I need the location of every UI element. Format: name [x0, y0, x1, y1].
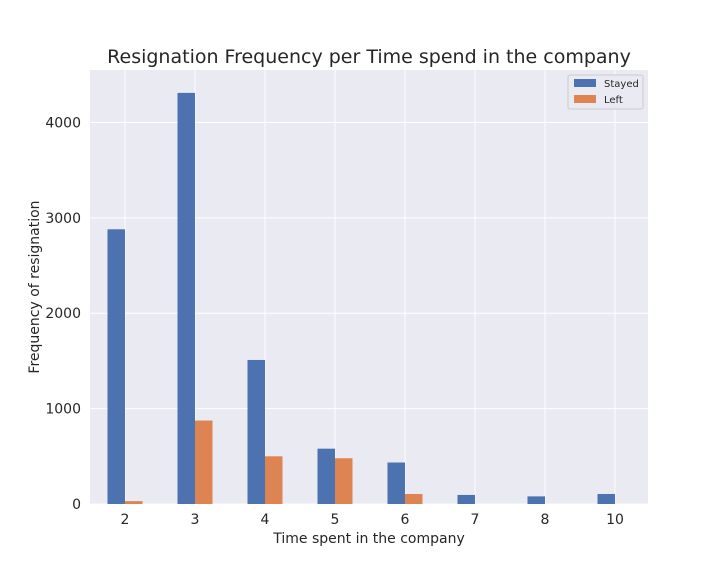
- bar-stayed-3: [177, 92, 195, 505]
- x-tick-label: 7: [471, 512, 480, 528]
- bar-stayed-6: [387, 462, 405, 504]
- plot-area: [90, 70, 648, 504]
- legend-label-stayed: Stayed: [604, 79, 639, 90]
- x-tick-label: 8: [541, 512, 550, 528]
- y-tick-label: 2000: [45, 306, 81, 322]
- legend-swatch-stayed: [574, 79, 596, 87]
- x-tick-label: 4: [261, 512, 270, 528]
- bar-stayed-7: [457, 494, 475, 504]
- x-tick-label: 6: [401, 512, 410, 528]
- x-axis-label: Time spent in the company: [272, 531, 464, 547]
- bar-left-2: [125, 501, 143, 504]
- x-tick-label: 5: [331, 512, 340, 528]
- x-tick-labels: 2 3 4 5 6 7 8 10: [121, 512, 624, 528]
- bar-left-6: [405, 493, 423, 504]
- x-tick-label: 3: [191, 512, 200, 528]
- y-tick-label: 0: [72, 497, 81, 513]
- y-tick-label: 4000: [45, 115, 81, 131]
- bar-left-3: [195, 420, 213, 504]
- y-tick-labels: 0 1000 2000 3000 4000: [45, 115, 81, 513]
- y-axis-label: Frequency of resignation: [27, 200, 43, 373]
- x-tick-label: 10: [606, 512, 624, 528]
- bars: [107, 92, 615, 505]
- bar-left-5: [335, 458, 353, 504]
- y-tick-label: 1000: [45, 402, 81, 418]
- y-tick-label: 3000: [45, 211, 81, 227]
- bar-stayed-5: [317, 448, 335, 504]
- legend-label-left: Left: [604, 95, 623, 106]
- x-tick-label: 2: [121, 512, 130, 528]
- bar-stayed-8: [527, 496, 545, 504]
- legend-swatch-left: [574, 95, 596, 103]
- bar-stayed-2: [107, 229, 125, 505]
- bar-stayed-4: [247, 359, 265, 504]
- legend: Stayed Left: [567, 74, 644, 110]
- chart-title: Resignation Frequency per Time spend in …: [107, 46, 631, 68]
- bar-left-4: [265, 456, 283, 504]
- bar-stayed-10: [597, 493, 615, 504]
